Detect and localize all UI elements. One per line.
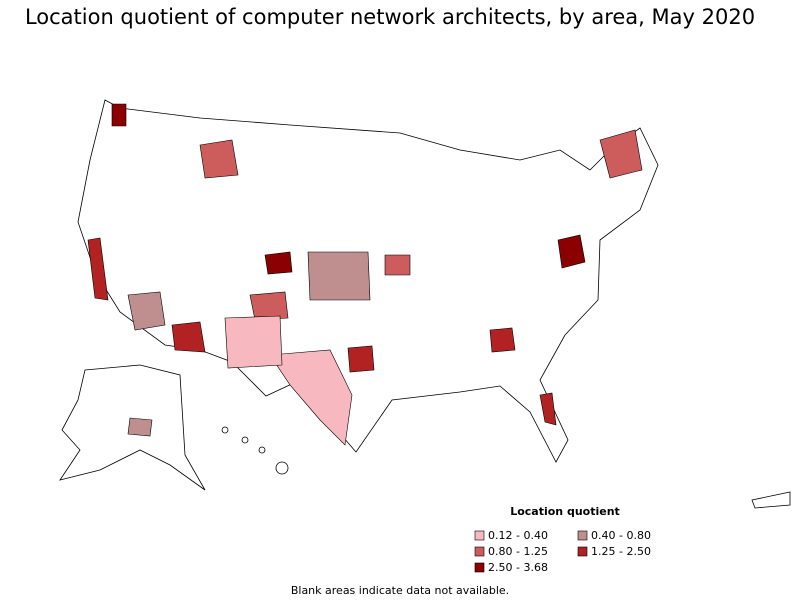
legend-label: 0.80 - 1.25 <box>488 545 548 558</box>
area <box>557 234 586 269</box>
area <box>539 392 557 426</box>
area <box>307 251 371 301</box>
area <box>224 315 283 369</box>
legend-swatch <box>474 562 485 573</box>
area <box>127 417 153 437</box>
hawaii <box>221 426 289 475</box>
legend: 0.12 - 0.40 0.40 - 0.80 0.80 - 1.25 1.25 - … <box>474 529 651 574</box>
area <box>489 327 516 353</box>
area <box>264 251 293 275</box>
legend-label: 2.50 - 3.68 <box>488 561 548 574</box>
area <box>199 139 239 179</box>
legend-label: 0.40 - 0.80 <box>591 529 651 542</box>
legend-swatch <box>474 530 485 541</box>
title: Location quotient of computer network ar… <box>25 5 755 29</box>
legend-swatch <box>577 546 588 557</box>
footnote: Blank areas indicate data not available. <box>291 584 509 597</box>
area <box>111 103 127 127</box>
legend-label: 0.12 - 0.40 <box>488 529 548 542</box>
area <box>347 345 375 373</box>
map <box>59 99 791 509</box>
area <box>87 237 109 301</box>
puerto-rico <box>751 491 791 509</box>
area <box>127 291 166 331</box>
legend-swatch <box>577 530 588 541</box>
area <box>269 349 353 446</box>
area <box>249 291 289 321</box>
legend-swatch <box>474 546 485 557</box>
area <box>384 254 411 276</box>
area <box>599 129 643 179</box>
area <box>171 321 206 353</box>
legend-label: 1.25 - 2.50 <box>591 545 651 558</box>
legend-title: Location quotient <box>510 505 620 518</box>
areas <box>87 103 643 446</box>
